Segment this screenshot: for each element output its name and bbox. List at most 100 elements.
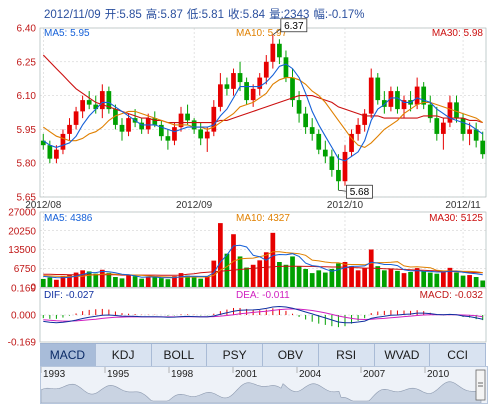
- price-tick-label: 5.65: [17, 193, 37, 204]
- volume-bar: [86, 271, 92, 287]
- volume-bar: [375, 266, 381, 287]
- volume-tick-label: 13500: [8, 245, 36, 256]
- volume-bar: [54, 279, 59, 287]
- volume-bar: [198, 278, 204, 287]
- candle-body: [185, 113, 190, 121]
- volume-bar: [47, 277, 53, 287]
- navigator-year-label: 2004: [299, 369, 322, 380]
- ma5-legend: MA5: 5.95: [44, 28, 90, 39]
- volume-tick-label: 27000: [8, 208, 36, 219]
- volume-bar: [322, 272, 328, 287]
- low-value: 5.81: [201, 9, 224, 21]
- volume-bar: [277, 262, 282, 287]
- volume-bar: [263, 252, 269, 287]
- tab-boll[interactable]: BOLL: [152, 344, 208, 366]
- volume-bar: [152, 277, 158, 287]
- high-label: 高:: [145, 9, 161, 21]
- volume-bar: [441, 271, 446, 287]
- volume-bar: [303, 268, 308, 287]
- volume-bar: [460, 275, 466, 287]
- tab-wvad[interactable]: WVAD: [375, 344, 431, 366]
- candle-body: [152, 118, 158, 125]
- volume-bar: [395, 270, 400, 287]
- volume-bar: [316, 270, 322, 287]
- candle-body: [296, 100, 302, 114]
- tab-obv[interactable]: OBV: [263, 344, 319, 366]
- candle-body: [139, 122, 145, 130]
- candle-body: [126, 118, 131, 132]
- candle-body: [86, 100, 92, 105]
- candle-body: [231, 73, 236, 89]
- candle-body: [349, 133, 354, 152]
- candle-body: [244, 82, 249, 101]
- navigator-year-label: 1995: [107, 369, 130, 380]
- volume-ma30-legend: MA30: 5125: [429, 213, 483, 224]
- candle-body: [480, 140, 486, 155]
- volume-bar: [283, 264, 289, 287]
- tab-cci[interactable]: CCI: [430, 344, 486, 366]
- time-navigator[interactable]: 1993 1995 1998 2001 2004 2007 2010: [40, 366, 488, 404]
- candle-body: [316, 133, 322, 150]
- volume-bar: [119, 278, 125, 287]
- ma30-line: [42, 54, 483, 124]
- volume-bar: [480, 280, 486, 287]
- volume-bar: [93, 273, 99, 287]
- navigator-canvas[interactable]: 1993 1995 1998 2001 2004 2007 2010: [41, 367, 487, 403]
- navigator-range-handle[interactable]: [475, 369, 486, 401]
- volume-bar: [309, 273, 315, 287]
- candle-body: [60, 133, 66, 150]
- navigator-year-label: 1993: [43, 369, 66, 380]
- volume-bar: [250, 264, 256, 287]
- volume-bar: [342, 262, 348, 287]
- candle-body: [237, 73, 243, 83]
- volume-bar: [80, 270, 85, 287]
- volume-bar: [172, 276, 177, 287]
- candle-body: [395, 91, 400, 110]
- macd-tick-label: -0.169: [8, 338, 37, 349]
- candle-body: [250, 88, 256, 101]
- candle-body: [309, 127, 315, 134]
- volume-bar: [329, 268, 335, 287]
- volume-bar: [336, 263, 341, 287]
- ma30-legend: MA30: 5.98: [432, 28, 484, 39]
- dif-line: [43, 305, 483, 324]
- tab-psy[interactable]: PSY: [207, 344, 263, 366]
- candle-body: [257, 77, 263, 89]
- ma10-legend: MA10: 5.97: [236, 28, 288, 39]
- change-label: 幅:: [313, 9, 329, 21]
- quote-date: 2012/11/09: [44, 9, 101, 21]
- volume-bar: [158, 278, 164, 287]
- candle-body: [336, 169, 341, 182]
- dea-legend: DEA: -0.011: [236, 290, 290, 301]
- volume-bar: [60, 275, 66, 287]
- tab-macd[interactable]: MACD: [40, 344, 96, 366]
- volume-bar: [296, 266, 302, 287]
- tab-rsi[interactable]: RSI: [319, 344, 375, 366]
- volume-bar: [40, 278, 46, 287]
- high-callout-label: 6.37: [284, 21, 304, 32]
- volume-ma10-legend: MA10: 4327: [236, 213, 290, 224]
- candle-body: [165, 136, 171, 141]
- volume-bar: [434, 273, 440, 287]
- tab-kdj[interactable]: KDJ: [96, 344, 152, 366]
- volume-ma30-line: [43, 265, 483, 276]
- low-callout-label: 5.68: [350, 187, 370, 198]
- volume-bar: [421, 271, 427, 287]
- candle-body: [178, 113, 184, 128]
- candle-body: [454, 102, 459, 119]
- volume-bar: [381, 270, 387, 287]
- candle-body: [460, 118, 466, 134]
- low-label: 低:: [186, 9, 202, 21]
- close-value: 5.84: [242, 9, 266, 21]
- volume-bar: [139, 278, 145, 287]
- volume-ma10-line: [43, 251, 483, 278]
- price-panel-frame: [39, 27, 487, 198]
- candle-body: [441, 122, 446, 134]
- candle-body: [270, 43, 276, 62]
- candle-body: [67, 124, 72, 134]
- price-tick-label: 6.10: [17, 91, 37, 102]
- candle-body: [303, 113, 308, 128]
- candle-body: [355, 124, 361, 134]
